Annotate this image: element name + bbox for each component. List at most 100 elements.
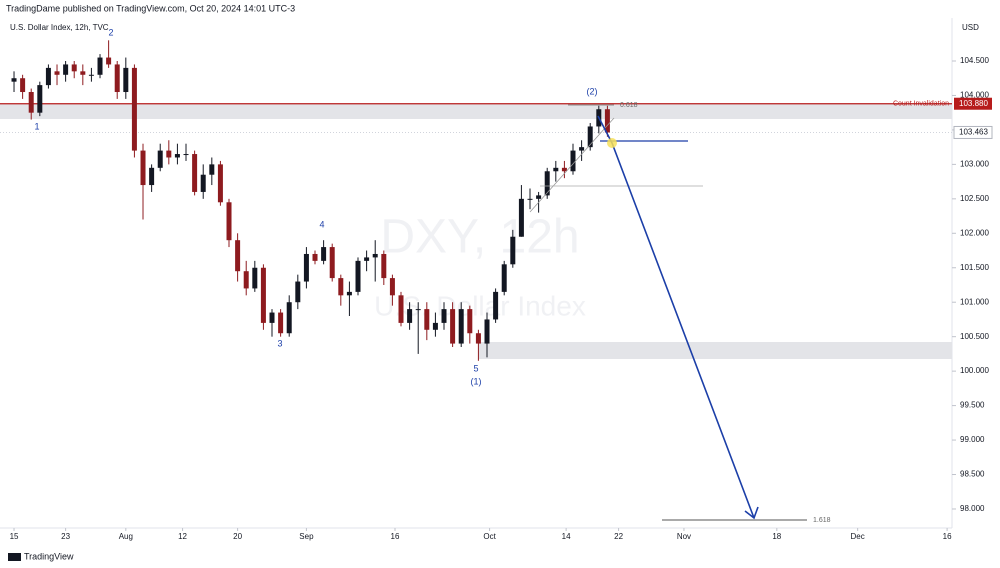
candle-body (398, 295, 404, 323)
candle-body (501, 264, 507, 292)
fib-label: 1.618 (813, 517, 831, 524)
candle-body (183, 154, 189, 156)
y-tick-label: 98.500 (960, 470, 985, 479)
wave-label: 2 (108, 27, 113, 37)
wave-label: 3 (277, 338, 282, 348)
x-tick-label: 20 (233, 532, 242, 541)
candle-body (561, 167, 567, 172)
candle-body (493, 291, 499, 320)
candle-body (174, 154, 180, 158)
price-tag-label: 103.880 (959, 99, 988, 108)
candle-body (192, 154, 198, 192)
candle-body (235, 240, 241, 272)
candle-body (536, 195, 542, 199)
candle-body (321, 247, 327, 261)
candle-body (131, 67, 137, 151)
candle-body (54, 71, 60, 75)
candle-body (527, 198, 533, 200)
candle-body (389, 278, 395, 296)
x-tick-label: Nov (677, 532, 691, 541)
candle-body (312, 253, 318, 261)
trend-line (529, 117, 615, 213)
x-tick-label: 12 (178, 532, 187, 541)
candle-body (209, 164, 215, 175)
watermark-subtitle: U.S. Dollar Index (374, 290, 586, 321)
wave-label: 1 (34, 121, 39, 131)
candle-body (510, 236, 516, 265)
candle-body (278, 312, 284, 334)
y-tick-label: 98.000 (960, 504, 985, 513)
y-tick-label: 104.500 (960, 56, 989, 65)
price-tag-label: 103.463 (959, 128, 988, 137)
wave-label: 4 (319, 219, 324, 229)
candle-body (432, 322, 438, 330)
wave-label: 5 (473, 363, 478, 373)
candle-body (587, 126, 593, 148)
y-tick-label: 102.500 (960, 194, 989, 203)
candle-body (484, 319, 490, 344)
candle-body (286, 302, 292, 334)
price-tag (953, 125, 993, 139)
candle-body (63, 64, 69, 75)
candle-body (149, 167, 155, 186)
x-tick-label: 15 (10, 532, 19, 541)
candle-body (114, 64, 120, 93)
y-tick-label: 99.500 (960, 401, 985, 410)
zone (0, 104, 952, 119)
candle-body (252, 267, 258, 289)
candle-body (166, 150, 172, 158)
candle-body (140, 150, 146, 186)
candle-body (303, 253, 309, 282)
candle-body (97, 57, 103, 75)
candle-body (467, 309, 473, 334)
candle-body (243, 271, 249, 289)
footer: TradingView (24, 551, 74, 561)
candle-body (123, 67, 129, 93)
candle-body (579, 147, 585, 151)
x-tick-label: 22 (614, 532, 623, 541)
candle-body (415, 309, 421, 311)
y-tick-label: 101.500 (960, 263, 989, 272)
x-tick-label: Aug (119, 532, 133, 541)
chart-title: U.S. Dollar Index, 12h, TVC (10, 23, 109, 32)
y-tick-label: 103.000 (960, 159, 989, 168)
candle-body (226, 202, 232, 241)
zone (478, 342, 952, 359)
currency: USD (962, 23, 979, 32)
wave-label: (2) (587, 86, 598, 96)
candle-body (260, 267, 266, 323)
invalidation-text: Count Invalidation (893, 101, 949, 108)
candle-body (269, 312, 275, 323)
candle-body (45, 67, 51, 86)
arrow-head (744, 506, 759, 520)
x-tick-label: 16 (943, 532, 952, 541)
logo (8, 553, 21, 561)
x-tick-label: Dec (851, 532, 865, 541)
candle-body (71, 64, 77, 72)
y-tick-label: 100.000 (960, 366, 989, 375)
candle-body (329, 247, 335, 279)
x-tick-label: 18 (772, 532, 781, 541)
candle-body (37, 85, 43, 113)
candle-body (355, 260, 361, 292)
candle-body (295, 281, 301, 303)
y-tick-label: 104.000 (960, 91, 989, 100)
x-tick-label: 16 (391, 532, 400, 541)
y-tick-label: 99.000 (960, 435, 985, 444)
y-tick-label: 100.500 (960, 332, 989, 341)
candle-body (20, 78, 26, 93)
x-tick-label: 14 (562, 532, 571, 541)
candle-body (217, 164, 223, 203)
candle-body (441, 309, 447, 323)
candle-body (424, 309, 430, 330)
candle-body (450, 309, 456, 344)
candle-body (407, 309, 413, 323)
candle-body (544, 171, 550, 196)
candle-body (381, 253, 387, 279)
candle-body (200, 174, 206, 192)
candle-body (106, 57, 112, 65)
watermark: DXY, 12h (380, 211, 579, 264)
price-tag (954, 97, 992, 110)
